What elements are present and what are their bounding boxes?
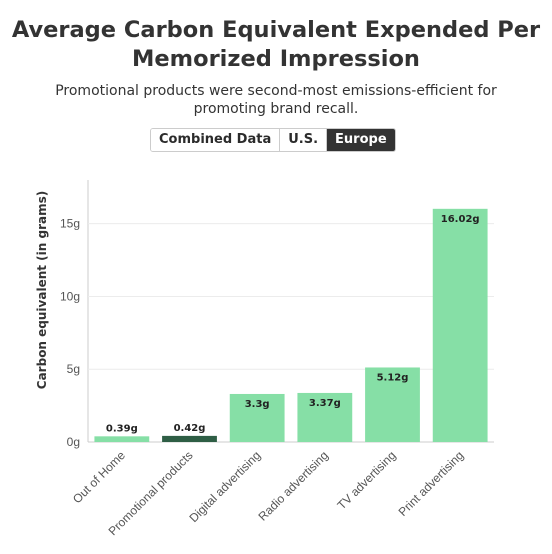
data-labels: 0.39g 0.42g 3.3g 3.37g 5.12g 16.02g [106, 214, 480, 435]
data-label: 5.12g [377, 372, 409, 383]
bars [94, 208, 488, 442]
y-axis-ticks: 0g 5g 10g 15g [60, 217, 80, 449]
bar [229, 393, 285, 442]
x-category-label: TV advertising [334, 448, 398, 512]
toggle-us[interactable]: U.S. [280, 129, 328, 151]
y-tick-label: 15g [60, 217, 80, 231]
bar [365, 367, 420, 442]
bar [94, 436, 150, 442]
y-tick-label: 10g [60, 289, 80, 303]
data-label: 0.39g [106, 423, 138, 434]
bar-chart: 0.39g 0.42g 3.3g 3.37g 5.12g 16.02g 0g 5g 10g 15… [35, 180, 494, 538]
gridlines [87, 180, 494, 443]
y-axis-title: Carbon equivalent (in grams) [35, 191, 49, 389]
data-label: 3.37g [309, 398, 341, 409]
region-toggle: Combined Data U.S. Europe [150, 128, 396, 152]
y-tick-label: 5g [67, 362, 80, 376]
y-tick-label: 0g [67, 435, 80, 449]
x-category-label: Digital advertising [186, 448, 263, 525]
data-label: 3.3g [245, 399, 270, 410]
data-label: 16.02g [441, 214, 480, 225]
toggle-combined-data[interactable]: Combined Data [151, 129, 281, 151]
x-category-label: Out of Home [70, 448, 128, 506]
toggle-europe[interactable]: Europe [327, 129, 395, 151]
x-category-label: Radio advertising [255, 448, 330, 523]
chart-subtitle: Promotional products were second-most em… [55, 83, 497, 117]
chart-title: Average Carbon Equivalent Expended Per M… [11, 17, 541, 72]
bar [162, 435, 217, 442]
x-category-label: Print advertising [396, 448, 467, 519]
bar [432, 208, 488, 442]
bar [297, 392, 353, 442]
data-label: 0.42g [174, 423, 206, 434]
